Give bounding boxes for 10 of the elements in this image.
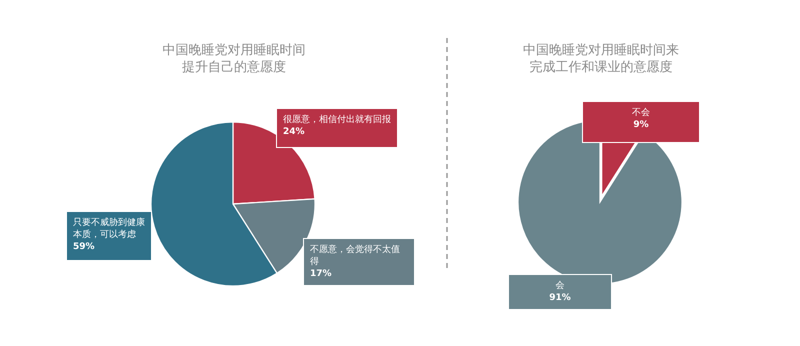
data-label: 24% (283, 127, 305, 137)
data-label: 59% (73, 242, 95, 252)
data-label: 17% (310, 269, 332, 279)
chart-title: 中国晚睡党对用睡眠时间来完成工作和课业的意愿度 (522, 42, 680, 76)
slice-label: 不愿意，会觉得不太值得 (310, 245, 400, 267)
slice-label: 很愿意，相信付出就有回报 (283, 115, 391, 125)
slice-label: 只要不威胁到健康本质，可以考虑 (73, 218, 145, 240)
slice-label: 会 (556, 281, 564, 291)
data-label: 91% (549, 293, 571, 303)
chart-title: 中国晚睡党对用睡眠时间提升自己的意愿度 (162, 42, 306, 76)
